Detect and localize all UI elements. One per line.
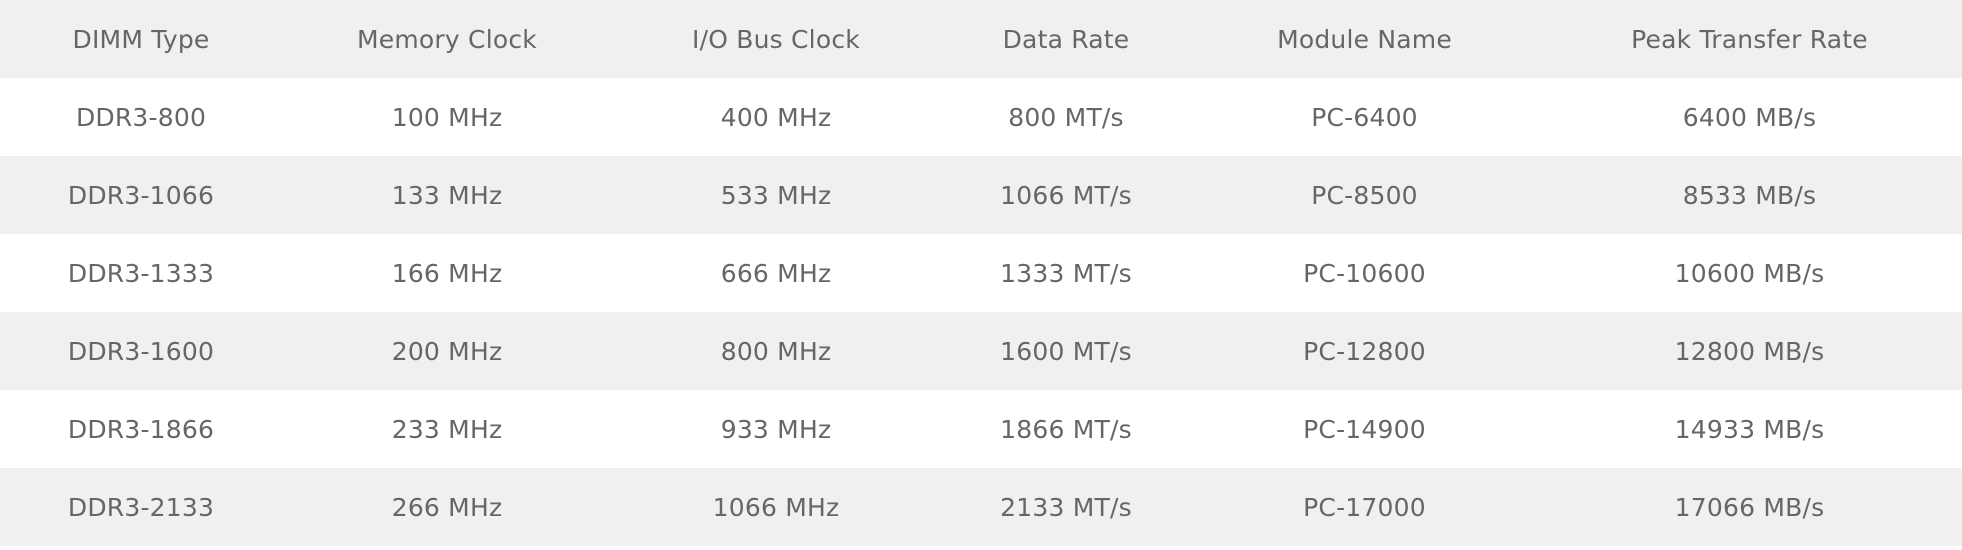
table-row: DDR3-1333 166 MHz 666 MHz 1333 MT/s PC-1… [0, 234, 1962, 312]
cell-io-bus-clock: 933 MHz [720, 414, 832, 444]
cell-dimm-type: DDR3-1600 [67, 336, 215, 366]
cell-memory-clock: 200 MHz [391, 336, 503, 366]
cell-peak-transfer-rate: 6400 MB/s [1682, 102, 1817, 132]
table-row: DDR3-2133 266 MHz 1066 MHz 2133 MT/s PC-… [0, 468, 1962, 546]
cell-module-name: PC-8500 [1311, 180, 1418, 210]
cell-dimm-type: DDR3-1333 [67, 258, 215, 288]
cell-data-rate: 1066 MT/s [1000, 180, 1132, 210]
table-row: DDR3-1066 133 MHz 533 MHz 1066 MT/s PC-8… [0, 156, 1962, 234]
table-header: DIMM Type Memory Clock I/O Bus Clock Dat… [0, 0, 1962, 78]
cell-module-name: PC-14900 [1303, 414, 1426, 444]
table-body: DDR3-800 100 MHz 400 MHz 800 MT/s PC-640… [0, 78, 1962, 546]
cell-data-rate: 1333 MT/s [1000, 258, 1132, 288]
cell-dimm-type: DDR3-1066 [67, 180, 215, 210]
table-row: DDR3-1866 233 MHz 933 MHz 1866 MT/s PC-1… [0, 390, 1962, 468]
cell-io-bus-clock: 400 MHz [720, 102, 832, 132]
table-row: DDR3-1600 200 MHz 800 MHz 1600 MT/s PC-1… [0, 312, 1962, 390]
header-io-bus-clock: I/O Bus Clock [692, 25, 860, 54]
cell-peak-transfer-rate: 8533 MB/s [1682, 180, 1817, 210]
header-row: DIMM Type Memory Clock I/O Bus Clock Dat… [0, 0, 1962, 78]
cell-memory-clock: 266 MHz [391, 492, 503, 522]
header-peak-transfer-rate: Peak Transfer Rate [1631, 25, 1868, 54]
cell-io-bus-clock: 666 MHz [720, 258, 832, 288]
cell-io-bus-clock: 800 MHz [720, 336, 832, 366]
cell-dimm-type: DDR3-2133 [67, 492, 215, 522]
cell-memory-clock: 133 MHz [391, 180, 503, 210]
cell-data-rate: 800 MT/s [1008, 102, 1124, 132]
cell-peak-transfer-rate: 10600 MB/s [1674, 258, 1825, 288]
cell-module-name: PC-6400 [1311, 102, 1418, 132]
cell-data-rate: 1866 MT/s [1000, 414, 1132, 444]
cell-peak-transfer-rate: 17066 MB/s [1674, 492, 1825, 522]
cell-memory-clock: 166 MHz [391, 258, 503, 288]
cell-module-name: PC-10600 [1303, 258, 1426, 288]
header-module-name: Module Name [1277, 25, 1452, 54]
cell-io-bus-clock: 1066 MHz [712, 492, 840, 522]
header-dimm-type: DIMM Type [72, 25, 210, 54]
cell-module-name: PC-12800 [1303, 336, 1426, 366]
cell-memory-clock: 233 MHz [391, 414, 503, 444]
cell-memory-clock: 100 MHz [391, 102, 503, 132]
header-memory-clock: Memory Clock [357, 25, 537, 54]
cell-data-rate: 2133 MT/s [1000, 492, 1132, 522]
cell-dimm-type: DDR3-800 [75, 102, 207, 132]
cell-dimm-type: DDR3-1866 [67, 414, 215, 444]
cell-module-name: PC-17000 [1303, 492, 1426, 522]
cell-data-rate: 1600 MT/s [1000, 336, 1132, 366]
cell-peak-transfer-rate: 12800 MB/s [1674, 336, 1825, 366]
cell-io-bus-clock: 533 MHz [720, 180, 832, 210]
table-row: DDR3-800 100 MHz 400 MHz 800 MT/s PC-640… [0, 78, 1962, 156]
cell-peak-transfer-rate: 14933 MB/s [1674, 414, 1825, 444]
header-data-rate: Data Rate [1002, 25, 1130, 54]
